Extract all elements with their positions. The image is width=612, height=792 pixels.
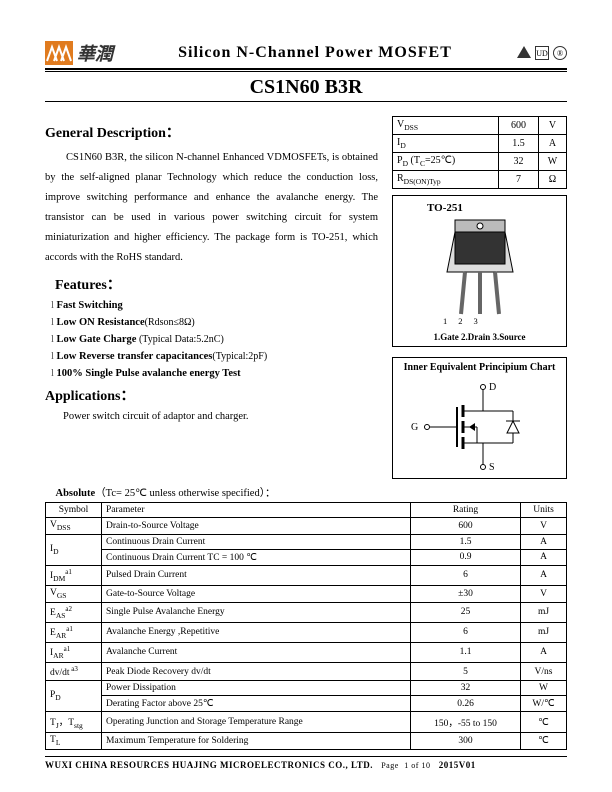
applications-text: Power switch circuit of adaptor and char… [63, 411, 378, 422]
svg-text:S: S [489, 462, 495, 471]
top-section: General Description CS1N60 B3R, the sili… [45, 116, 567, 479]
table-row: IDMa1Pulsed Drain Current6A [46, 565, 567, 585]
svg-text:D: D [489, 382, 496, 393]
equivalent-box: Inner Equivalent Principium Chart G [392, 357, 567, 479]
table-header-row: Symbol Parameter Rating Units [46, 503, 567, 518]
table-row: EARa1Avalanche Energy ,Repetitive6mJ [46, 622, 567, 642]
feature-item: Low ON Resistance(Rdson≤8Ω) [51, 317, 378, 328]
footer-company: WUXI CHINA RESOURCES HUAJING MICROELECTR… [45, 760, 373, 770]
table-row: Continuous Drain Current TC = 100 ℃0.9A [46, 549, 567, 565]
r-icon: ® [553, 46, 567, 60]
header-rule-2 [45, 101, 567, 102]
spec-row: RDS(ON)Typ7Ω [393, 171, 567, 189]
logo-mark-icon [45, 41, 73, 65]
table-row: PDPower Dissipation32W [46, 681, 567, 696]
mosfet-circuit-icon: G D [405, 377, 555, 471]
right-column: VDSS600VID1.5APD (TC=25℃)32WRDS(ON)Typ7Ω… [392, 116, 567, 479]
equivalent-title: Inner Equivalent Principium Chart [397, 362, 562, 373]
header: 華潤 Silicon N-Channel Power MOSFET UD ® [45, 40, 567, 66]
pin-1: 1 [443, 316, 447, 326]
pin-label: 1.Gate 2.Drain 3.Source [393, 332, 566, 342]
spec-row: ID1.5A [393, 135, 567, 153]
table-row: TLMaximum Temperature for Soldering300℃ [46, 733, 567, 750]
table-row: IDContinuous Drain Current1.5A [46, 534, 567, 549]
table-row: dv/dt a3Peak Diode Recovery dv/dt5V/ns [46, 662, 567, 680]
pin-3: 3 [474, 316, 478, 326]
footer-rev: 2015V01 [439, 760, 476, 770]
triangle-icon [517, 46, 531, 58]
logo-text: 華潤 [77, 40, 113, 66]
feature-item: 100% Single Pulse avalanche energy Test [51, 368, 378, 379]
header-cert-icons: UD ® [517, 46, 567, 60]
features-list: Fast Switching Low ON Resistance(Rdson≤8Ω… [51, 300, 378, 379]
logo: 華潤 [45, 40, 113, 66]
table-row: Derating Factor above 25℃0.26W/℃ [46, 696, 567, 712]
header-rule [45, 68, 567, 72]
footer-page: 1 of 10 [404, 761, 430, 770]
absolute-ratings-table: Symbol Parameter Rating UnitsVDSSDrain-t… [45, 502, 567, 750]
feature-item: Low Gate Charge (Typical Data:5.2nC) [51, 334, 378, 345]
table-row: TJ，TstgOperating Junction and Storage Te… [46, 712, 567, 733]
part-number: CS1N60 B3R [45, 76, 567, 99]
feature-item: Low Reverse transfer capacitances(Typica… [51, 351, 378, 362]
left-column: General Description CS1N60 B3R, the sili… [45, 116, 378, 479]
table-row: EASa2Single Pulse Avalanche Energy25mJ [46, 602, 567, 622]
gendesc-heading: General Description [45, 122, 378, 142]
pin-2: 2 [458, 316, 462, 326]
header-title: Silicon N-Channel Power MOSFET [121, 44, 509, 62]
package-icon [441, 218, 519, 318]
feature-item: Fast Switching [51, 300, 378, 311]
absolute-title-rest: （Tc= 25℃ unless otherwise specified）： [95, 488, 275, 499]
footer: WUXI CHINA RESOURCES HUAJING MICROELECTR… [45, 756, 567, 770]
absolute-title: Absolute（Tc= 25℃ unless otherwise specif… [45, 485, 567, 500]
package-box: TO-251 1 2 3 1.Gate 2.Drain 3.Source [392, 195, 567, 347]
applications-heading: Applications [45, 385, 378, 405]
table-row: VDSSDrain-to-Source Voltage600V [46, 518, 567, 535]
absolute-title-bold: Absolute [56, 488, 96, 499]
table-row: VGSGate-to-Source Voltage±30V [46, 585, 567, 602]
cert-icon: UD [535, 46, 549, 60]
spec-table: VDSS600VID1.5APD (TC=25℃)32WRDS(ON)Typ7Ω [392, 116, 567, 189]
package-title: TO-251 [427, 202, 560, 214]
spec-row: PD (TC=25℃)32W [393, 153, 567, 171]
pin-numbers: 1 2 3 [443, 316, 478, 326]
spec-row: VDSS600V [393, 117, 567, 135]
gendesc-text: CS1N60 B3R, the silicon N-channel Enhanc… [45, 148, 378, 268]
features-heading: Features [55, 274, 378, 294]
footer-page-label: Page [381, 761, 399, 770]
table-row: IARa1Avalanche Current1.1A [46, 642, 567, 662]
svg-text:G: G [411, 422, 418, 433]
